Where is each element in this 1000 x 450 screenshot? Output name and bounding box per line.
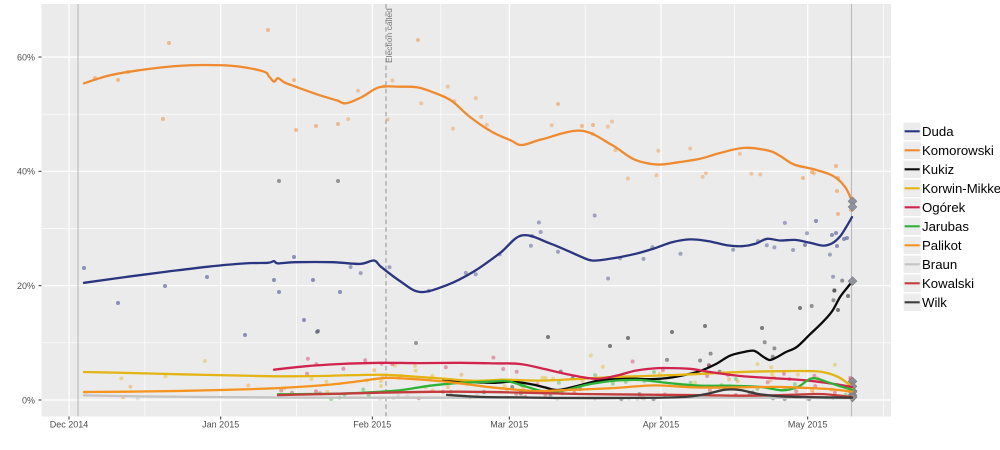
svg-text:0%: 0% <box>22 395 35 405</box>
svg-text:Kowalski: Kowalski <box>922 276 974 291</box>
svg-text:Mar 2015: Mar 2015 <box>490 420 528 430</box>
svg-text:Braun: Braun <box>922 257 957 272</box>
svg-text:Apr 2015: Apr 2015 <box>643 420 680 430</box>
svg-text:May 2015: May 2015 <box>788 420 828 430</box>
svg-text:Dec 2014: Dec 2014 <box>50 420 89 430</box>
svg-text:20%: 20% <box>17 281 35 291</box>
svg-text:Election called: Election called <box>384 8 394 63</box>
svg-text:Jan 2015: Jan 2015 <box>202 420 239 430</box>
svg-text:Kukiz: Kukiz <box>922 162 954 177</box>
svg-text:Duda: Duda <box>922 124 954 139</box>
svg-text:60%: 60% <box>17 52 35 62</box>
svg-text:Ogórek: Ogórek <box>922 200 966 215</box>
svg-text:Palikot: Palikot <box>922 238 962 253</box>
svg-text:Komorowski: Komorowski <box>922 143 994 158</box>
svg-text:Wilk: Wilk <box>922 295 947 310</box>
svg-text:40%: 40% <box>17 167 35 177</box>
svg-text:Korwin-Mikke: Korwin-Mikke <box>922 181 1000 196</box>
svg-text:Feb 2015: Feb 2015 <box>353 420 391 430</box>
svg-text:Jarubas: Jarubas <box>922 219 969 234</box>
